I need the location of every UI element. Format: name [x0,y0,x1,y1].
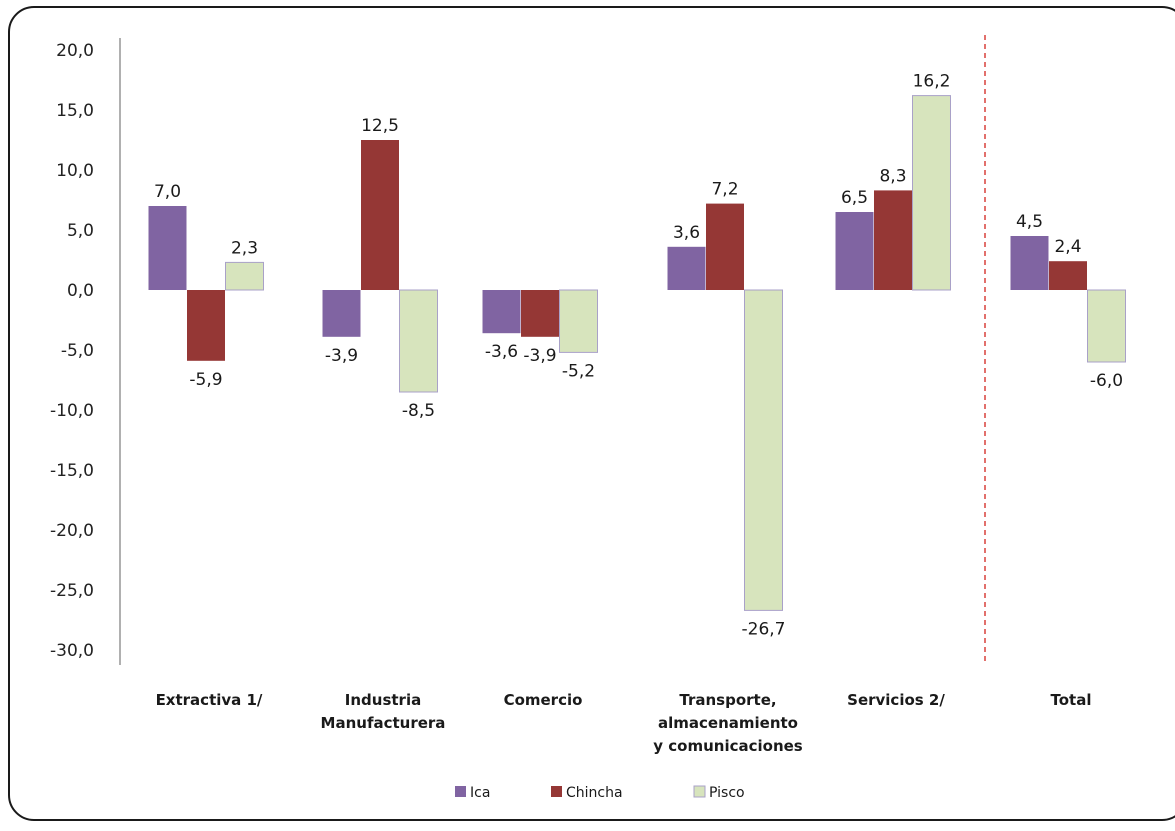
legend-swatch-chincha [551,786,562,797]
y-tick-label: 10,0 [56,161,94,181]
data-label: 2,4 [1054,237,1081,257]
data-label: -3,6 [485,342,518,362]
bar-pisco [744,289,783,611]
data-label: 16,2 [913,72,951,92]
data-label: -26,7 [742,619,786,639]
y-tick-label: -20,0 [50,521,94,541]
x-category-label: Industria [345,691,421,709]
y-tick-label: -5,0 [61,341,94,361]
bar-chincha [874,190,912,290]
data-label: -5,2 [562,361,595,381]
y-tick-label: -10,0 [50,401,94,421]
data-label: 2,3 [231,238,258,258]
data-label: 4,5 [1016,212,1043,232]
y-tick-label: -25,0 [50,581,94,601]
y-tick-label: 5,0 [67,221,94,241]
bar-chincha [521,290,559,337]
x-category-label: Transporte, [679,691,776,709]
data-label: 12,5 [361,116,399,136]
legend-swatch-pisco [693,785,706,798]
x-category-label: y comunicaciones [653,737,803,755]
bar-pisco [912,95,951,291]
data-label: -3,9 [325,346,358,366]
bar-chincha [187,290,225,361]
legend-label-pisco: Pisco [709,785,745,801]
y-tick-label: 20,0 [56,41,94,61]
y-tick-label: -15,0 [50,461,94,481]
bar-chincha [361,140,399,290]
x-category-label: Comercio [504,691,583,709]
bar-pisco [559,289,598,353]
bar-pisco [1087,289,1126,363]
x-category-label: almacenamiento [658,714,798,732]
bar-chincha [1049,261,1087,290]
y-tick-label: -30,0 [50,641,94,661]
data-label: 7,0 [154,182,181,202]
bar-ica [835,212,874,290]
bar-ica [1010,236,1049,290]
data-label: -5,9 [189,370,222,390]
y-tick-label: 15,0 [56,101,94,121]
legend-label-ica: Ica [470,785,490,801]
data-label: 6,5 [841,188,868,208]
data-label: 8,3 [879,166,906,186]
x-category-label: Servicios 2/ [847,691,945,709]
x-category-label: Manufacturera [321,714,446,732]
data-label: 3,6 [673,223,700,243]
data-label: -3,9 [523,346,556,366]
data-label: -8,5 [402,401,435,421]
bar-ica [148,206,187,290]
y-tick-label: 0,0 [67,281,94,301]
data-label: 7,2 [711,180,738,200]
bar-pisco [225,261,264,291]
legend-label-chincha: Chincha [566,785,623,801]
bar-ica [322,290,361,337]
x-category-label: Extractiva 1/ [156,691,263,709]
x-category-label: Total [1051,691,1092,709]
bar-ica [667,246,706,290]
data-label: -6,0 [1090,371,1123,391]
bar-chincha [706,203,744,290]
chart-frame [8,6,1175,821]
bar-pisco [399,289,438,393]
legend-swatch-ica [455,786,466,797]
bar-ica [482,290,521,334]
